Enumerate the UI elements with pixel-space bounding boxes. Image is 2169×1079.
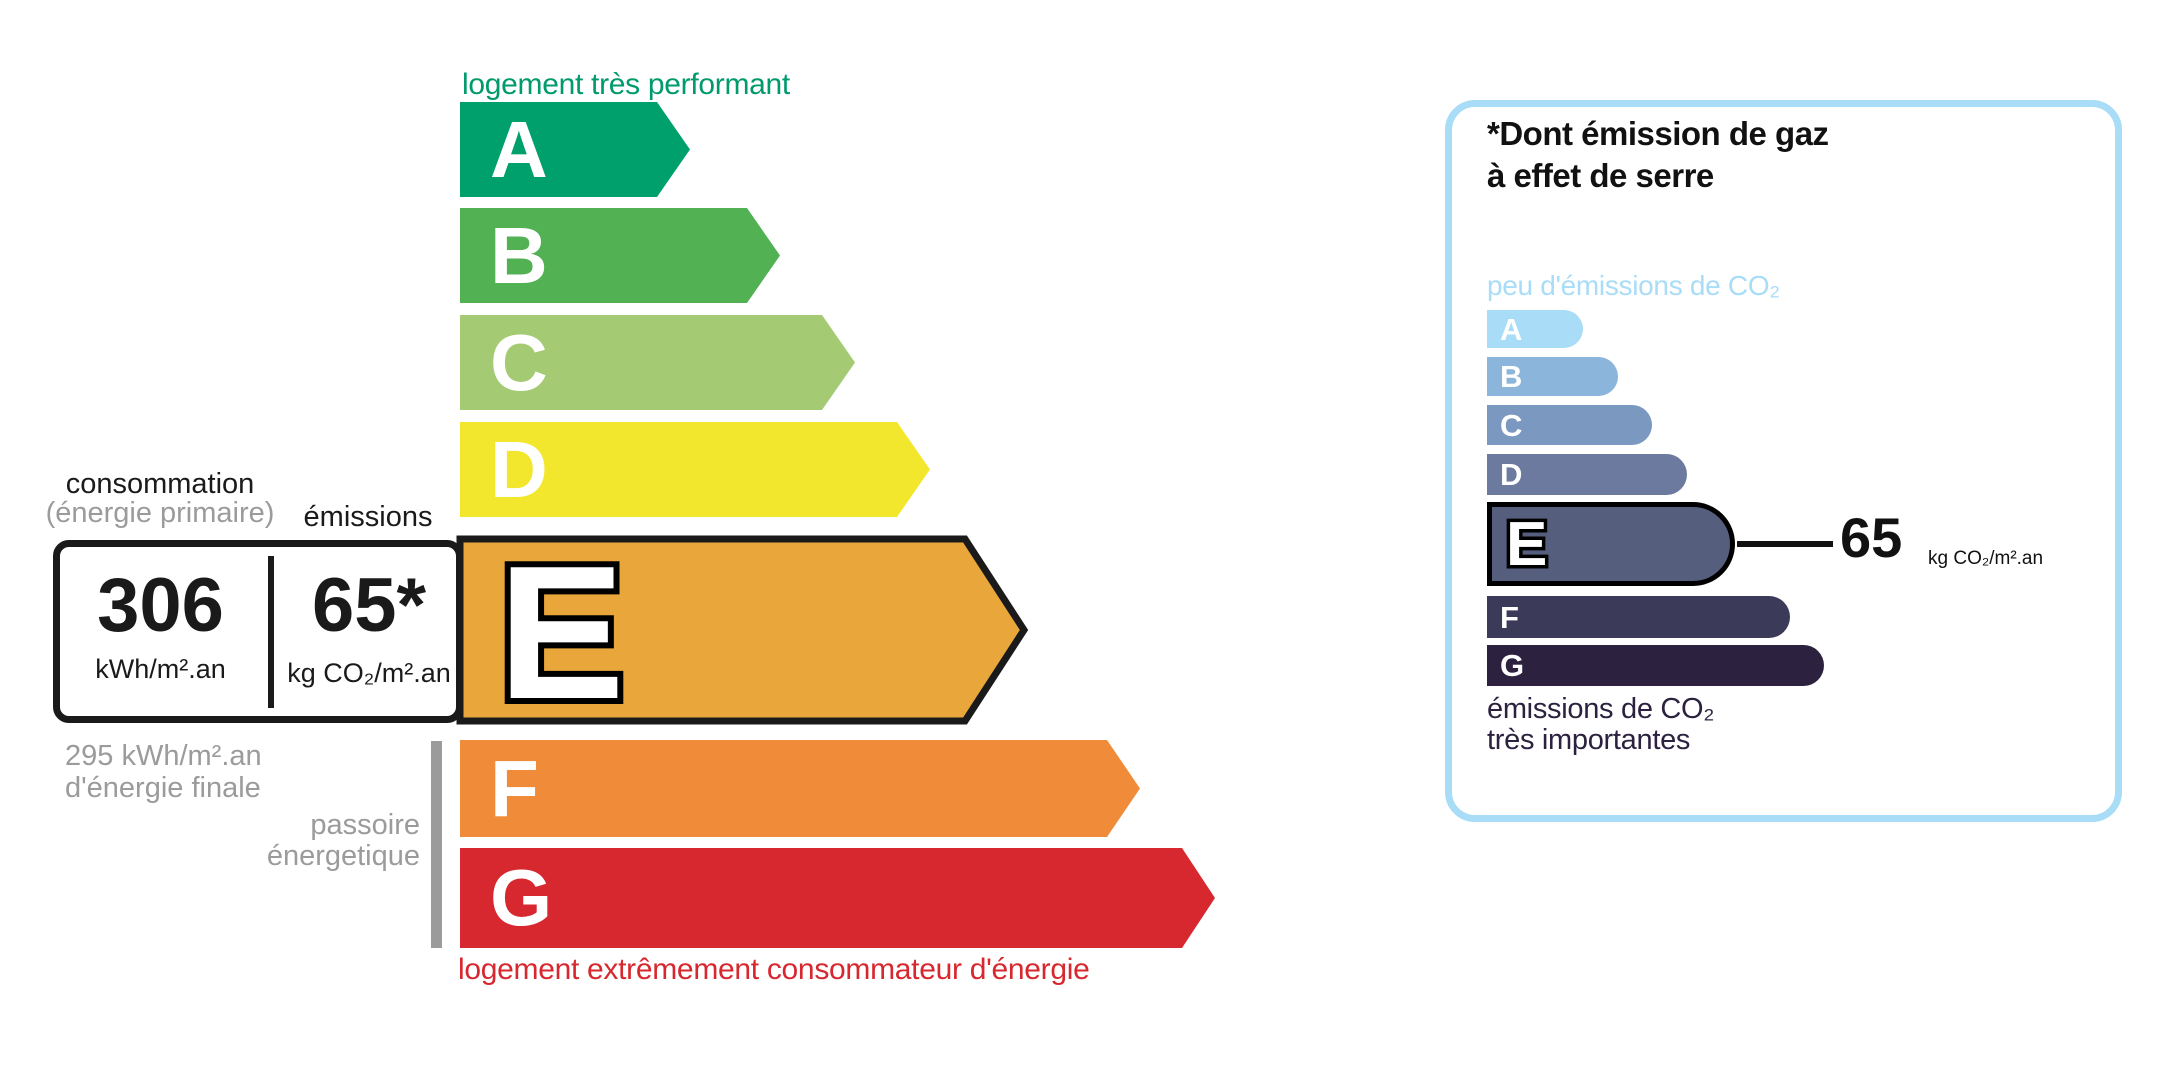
co2-caption-low: peu d'émissions de CO₂ [1487, 270, 1780, 301]
energy-grade-arrow-d: D [460, 422, 930, 517]
energy-grade-arrow-b: B [460, 208, 780, 303]
co2-grade-letter-e-svg: E [1503, 507, 1551, 581]
co2-panel-title-line2: à effet de serre [1487, 157, 1714, 194]
energy-value: 306 [97, 563, 224, 648]
co2-value-connector-line [1737, 541, 1833, 547]
header-primary-energy: (énergie primaire) [45, 497, 275, 529]
co2-caption-high-line2: très importantes [1487, 724, 1691, 756]
grade-letter-g: G [490, 853, 553, 942]
caption-extreme-consumer: logement extrêmement consommateur d'éner… [458, 953, 1090, 986]
grade-letter-f: F [490, 743, 539, 833]
co2-panel-value: 65 [1840, 506, 1903, 569]
energy-unit: kWh/m².an [95, 654, 226, 684]
energy-grade-arrow-f: F [460, 740, 1140, 837]
grade-letter-c: C [490, 317, 548, 407]
co2-grade-letter-e: E [1506, 510, 1547, 579]
co2-grade-bar-f: F [1487, 596, 1790, 638]
energy-grade-arrow-c: C [460, 315, 855, 410]
energy-grade-arrow-e-current: E [456, 535, 1029, 725]
co2-grade-bar-d: D [1487, 454, 1687, 495]
co2-grade-letter-b: B [1500, 359, 1523, 394]
co2-caption-high: émissions de CO₂ très importantes [1487, 693, 1715, 756]
score-box-divider [268, 556, 274, 708]
co2-panel-value-unit: kg CO₂/m².an [1928, 548, 2044, 569]
co2-unit: kg CO₂/m².an [287, 658, 451, 688]
energy-grade-arrow-a: A [460, 102, 690, 197]
header-consumption: consommation [65, 468, 255, 500]
co2-grade-letter-g: G [1500, 648, 1525, 683]
grade-letter-d: D [490, 424, 548, 514]
header-emissions: émissions [303, 501, 433, 533]
final-energy-line1: 295 kWh/m².an [65, 740, 262, 772]
co2-grade-bar-g: G [1487, 645, 1824, 686]
co2-grade-bar-c: C [1487, 405, 1652, 445]
co2-caption-high-line1: émissions de CO₂ [1487, 693, 1715, 725]
grade-letter-a: A [490, 104, 548, 194]
co2-value: 65* [311, 563, 427, 648]
co2-grade-letter-c: C [1500, 407, 1523, 443]
energy-sieve-bracket-bar [431, 741, 442, 948]
co2-grade-letter-f: F [1500, 599, 1519, 635]
energy-sieve-line2: énergetique [266, 840, 420, 872]
energy-grade-arrow-g: G [460, 848, 1215, 948]
grade-letter-e: E [498, 535, 625, 725]
caption-very-performant: logement très performant [462, 68, 790, 101]
final-energy-line2: d'énergie finale [65, 772, 261, 804]
energy-sieve-line1: passoire [310, 809, 420, 841]
energy-sieve-label: passoire énergetique [180, 810, 420, 872]
final-energy-note: 295 kWh/m².an d'énergie finale [65, 740, 262, 804]
co2-panel-title: *Dont émission de gaz à effet de serre [1487, 113, 1829, 197]
co2-grade-bar-e-current: E [1487, 502, 1735, 586]
co2-grade-letter-a: A [1500, 311, 1523, 347]
co2-panel-title-line1: *Dont émission de gaz [1487, 115, 1829, 152]
co2-grade-bar-b: B [1487, 357, 1618, 396]
co2-grade-bar-a: A [1487, 310, 1583, 348]
co2-grade-letter-d: D [1500, 457, 1523, 492]
grade-letter-b: B [490, 210, 548, 300]
score-box [53, 540, 463, 723]
